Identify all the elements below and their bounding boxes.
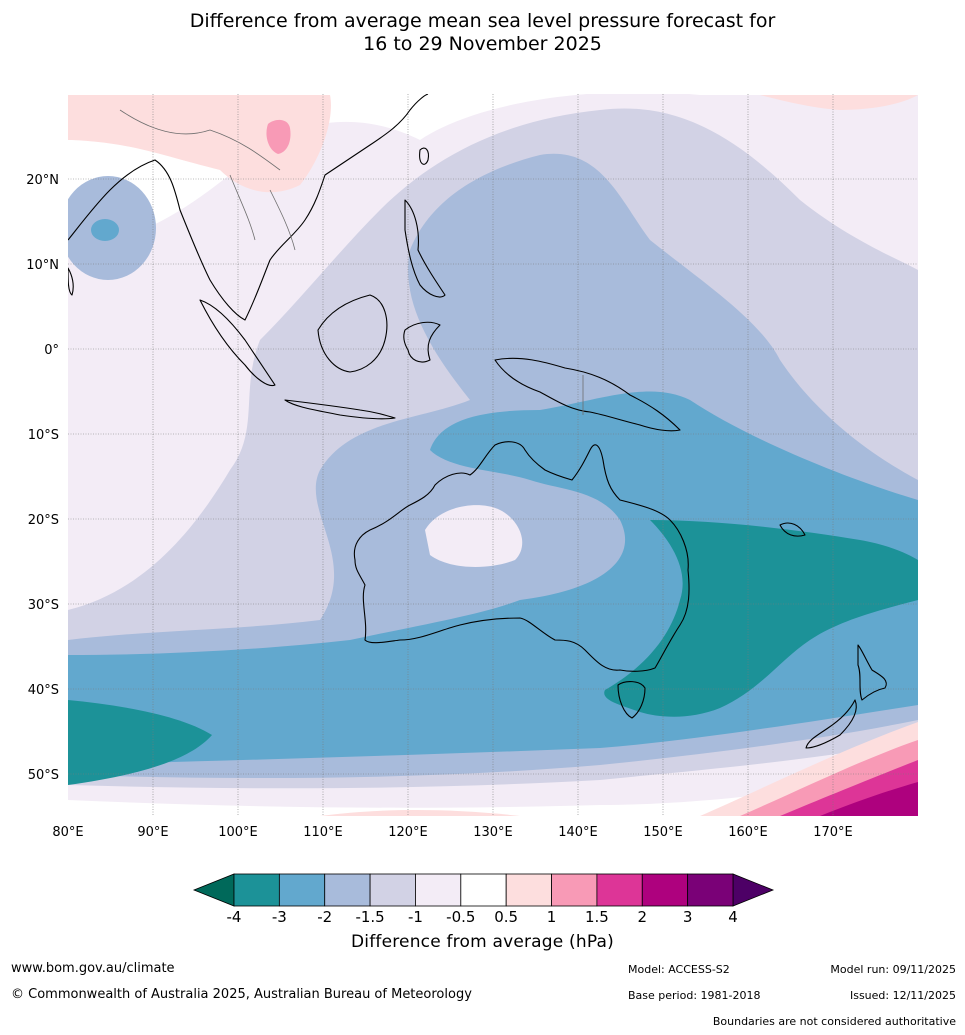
- footer-copyright: © Commonwealth of Australia 2025, Austra…: [11, 987, 472, 1002]
- lat-label: 20°N: [26, 173, 59, 188]
- lon-label: 140°E: [558, 825, 598, 840]
- colorbar-tick-label: 0.5: [494, 908, 518, 926]
- colorbar-tick-label: -1.5: [355, 908, 384, 926]
- colorbar-swatch: [415, 873, 462, 907]
- band-teal-indian: [68, 700, 212, 785]
- band-southern-strip: [320, 810, 520, 816]
- lon-tick-labels: 80°E 90°E 100°E 110°E 120°E 130°E 140°E …: [52, 825, 852, 840]
- coast-new-guinea: [494, 357, 681, 432]
- lat-label: 30°S: [28, 598, 59, 613]
- colorbar-tick-label: 4: [728, 908, 738, 926]
- pressure-anomaly-field: [68, 94, 918, 816]
- coast-asia-mainland: [68, 94, 429, 321]
- coast-sulawesi: [403, 321, 441, 363]
- blob-northeast-positive: [760, 95, 918, 110]
- chart-title: Difference from average mean sea level p…: [0, 10, 965, 56]
- colorbar: -4 -3 -2 -1.5 -1 -0.5 0.5 1 1.5 2 3 4: [192, 873, 775, 926]
- lat-tick-labels: 20°N 10°N 0° 10°S 20°S 30°S 40°S 50°S: [26, 173, 59, 783]
- colorbar-swatch: [278, 873, 326, 907]
- band-teal-tasman: [604, 520, 918, 717]
- blob-south-china-positive: [68, 95, 331, 193]
- coast-fiji: [779, 522, 806, 537]
- coast-borneo: [317, 294, 388, 373]
- country-borders: [119, 109, 584, 415]
- colorbar-tick-label: 1: [547, 908, 557, 926]
- footer-disclaimer: Boundaries are not considered authoritat…: [712, 1015, 956, 1028]
- footer-base-period: Base period: 1981-2018: [628, 989, 761, 1002]
- graticule: [68, 94, 918, 816]
- coast-java: [284, 399, 396, 420]
- coast-new-zealand-south: [805, 699, 857, 749]
- coast-new-zealand-north: [857, 644, 887, 701]
- lat-label: 10°S: [28, 428, 59, 443]
- colorbar-swatch: [687, 873, 734, 907]
- coast-taiwan: [419, 147, 429, 165]
- colorbar-swatch: [460, 873, 507, 907]
- band-se-deep-magenta: [820, 782, 918, 816]
- footer-model-run: Model run: 09/11/2025: [830, 963, 956, 976]
- colorbar-label: Difference from average (hPa): [350, 932, 614, 952]
- coastlines: [68, 94, 887, 749]
- coast-australia: [353, 441, 690, 672]
- footer-website[interactable]: www.bom.gov.au/climate: [11, 961, 175, 976]
- lon-label: 90°E: [137, 825, 168, 840]
- colorbar-tick-label: 3: [683, 908, 693, 926]
- lat-label: 0°: [44, 343, 59, 358]
- colorbar-tick-label: 2: [637, 908, 647, 926]
- colorbar-extend-high: [732, 873, 775, 907]
- lat-label: 50°S: [28, 768, 59, 783]
- lon-label: 160°E: [728, 825, 768, 840]
- colorbar-tick-label: -0.5: [446, 908, 475, 926]
- lon-label: 130°E: [473, 825, 513, 840]
- colorbar-swatch: [505, 873, 552, 907]
- title-line-2: 16 to 29 November 2025: [363, 33, 602, 55]
- colorbar-swatch: [596, 873, 643, 907]
- coast-sumatra: [199, 299, 276, 387]
- coast-tasmania: [617, 681, 646, 719]
- blob-bay-of-bengal-inner: [91, 219, 119, 241]
- colorbar-tick-label: 1.5: [585, 908, 609, 926]
- lat-label: 20°S: [28, 513, 59, 528]
- footer-model: Model: ACCESS-S2: [628, 963, 730, 976]
- lon-label: 150°E: [643, 825, 683, 840]
- colorbar-swatch: [324, 873, 371, 907]
- colorbar-tick-label: -3: [272, 908, 287, 926]
- lon-label: 110°E: [303, 825, 343, 840]
- lat-label: 40°S: [28, 683, 59, 698]
- colorbar-swatch: [369, 873, 416, 907]
- lon-label: 100°E: [218, 825, 258, 840]
- lon-label: 120°E: [388, 825, 428, 840]
- colorbar-swatch: [551, 873, 598, 907]
- colorbar-tick-label: -2: [317, 908, 332, 926]
- colorbar-tick-label: -1: [408, 908, 423, 926]
- title-line-1: Difference from average mean sea level p…: [189, 10, 776, 32]
- lat-label: 10°N: [26, 258, 59, 273]
- lon-label: 170°E: [813, 825, 853, 840]
- colorbar-extend-low: [192, 873, 235, 907]
- colorbar-swatch: [233, 873, 280, 907]
- lon-label: 80°E: [52, 825, 83, 840]
- blob-central-australia: [425, 505, 523, 567]
- colorbar-tick-label: -4: [227, 908, 242, 926]
- blob-south-china-strong: [266, 119, 291, 154]
- coast-philippines: [404, 199, 446, 298]
- coast-sri-lanka: [68, 267, 74, 296]
- colorbar-swatch: [641, 873, 689, 907]
- footer-issued: Issued: 12/11/2025: [849, 989, 956, 1002]
